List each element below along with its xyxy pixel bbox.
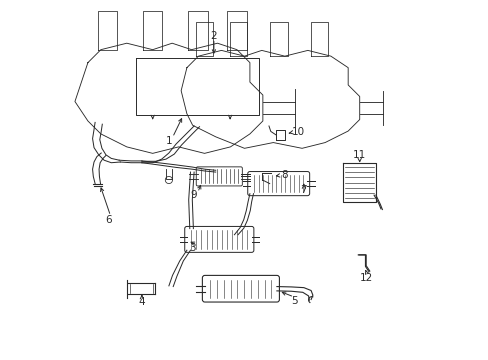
Text: 5: 5 [290,296,297,306]
Text: 10: 10 [291,127,305,138]
FancyBboxPatch shape [247,172,309,196]
Text: 3: 3 [189,243,196,253]
FancyBboxPatch shape [196,167,242,186]
Text: 4: 4 [138,297,145,307]
Text: 7: 7 [300,185,306,195]
Text: 6: 6 [105,215,111,225]
Text: 12: 12 [360,273,373,283]
Text: 9: 9 [190,190,197,201]
FancyBboxPatch shape [184,226,253,252]
FancyBboxPatch shape [202,275,279,302]
Text: 8: 8 [280,170,287,180]
Text: 1: 1 [165,136,172,146]
Text: 2: 2 [210,31,217,41]
Text: 11: 11 [352,150,366,160]
